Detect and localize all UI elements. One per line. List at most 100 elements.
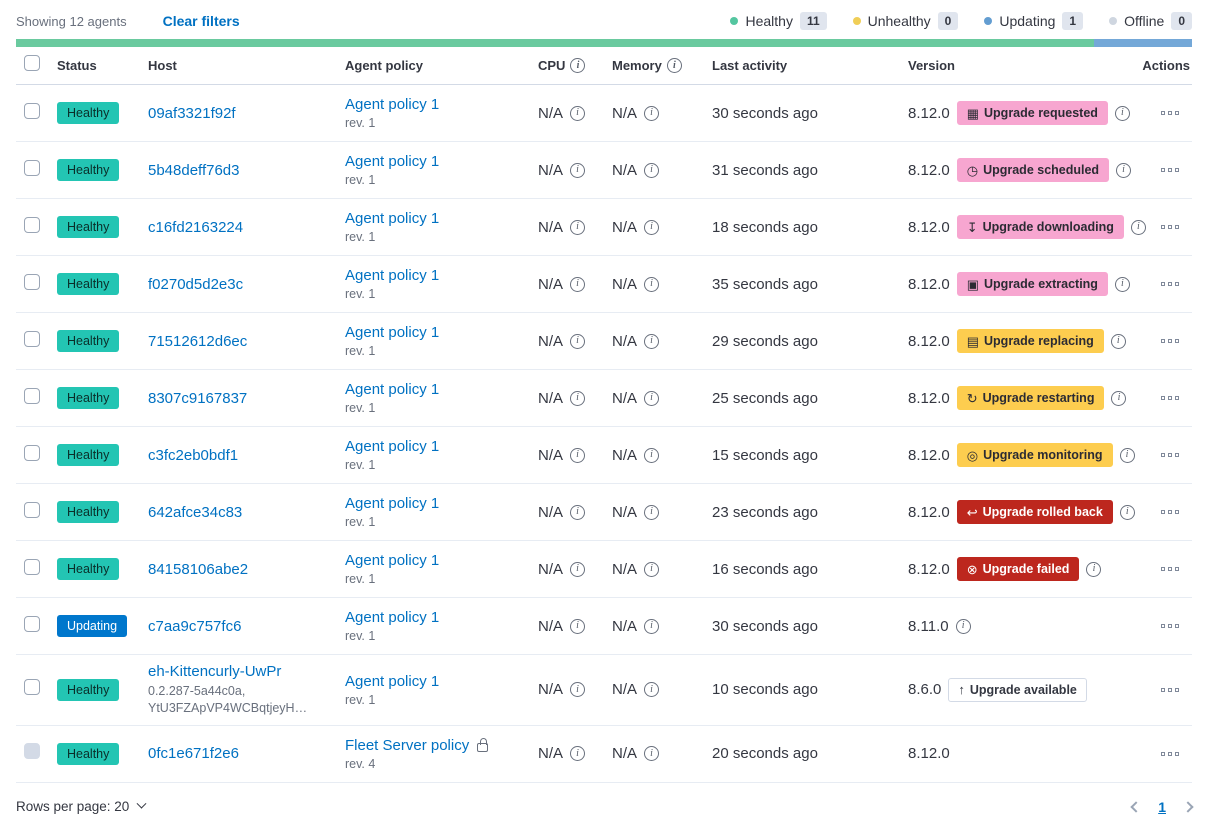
host-link[interactable]: 8307c9167837: [148, 389, 248, 407]
cpu-value-info-icon[interactable]: i: [570, 276, 586, 292]
upgrade-badge-label: Upgrade downloading: [982, 220, 1114, 234]
agent-policy-link[interactable]: Agent policy 1: [345, 267, 440, 284]
upgrade-info-icon[interactable]: i: [1110, 333, 1126, 349]
memory-info-icon[interactable]: i: [666, 58, 682, 73]
agent-policy-link[interactable]: Agent policy 1: [345, 153, 440, 170]
cpu-value: N/A: [538, 617, 564, 635]
row-actions-button[interactable]: [1157, 164, 1184, 177]
cpu-info-icon[interactable]: i: [570, 58, 586, 73]
agent-policy-link[interactable]: Fleet Server policy: [345, 736, 470, 754]
column-header-cpu: CPU i: [538, 58, 612, 73]
row-checkbox[interactable]: [24, 102, 40, 119]
upgrade-badge-label: Upgrade replacing: [984, 334, 1094, 348]
cpu-value-info-icon[interactable]: i: [570, 333, 586, 349]
column-header-host: Host: [148, 58, 177, 73]
cpu-value-info-icon[interactable]: i: [570, 162, 586, 178]
version-value: 8.12.0: [908, 389, 950, 407]
agent-policy-link[interactable]: Agent policy 1: [345, 552, 440, 569]
row-checkbox[interactable]: [24, 159, 40, 176]
memory-value-info-icon[interactable]: i: [644, 105, 660, 121]
memory-value-info-icon[interactable]: i: [644, 447, 660, 463]
agent-policy-link[interactable]: Agent policy 1: [345, 210, 440, 227]
cpu-value: N/A: [538, 560, 564, 578]
row-actions-button[interactable]: [1157, 748, 1184, 761]
row-actions-button[interactable]: [1157, 335, 1184, 348]
host-link[interactable]: c7aa9c757fc6: [148, 617, 242, 635]
memory-value-info-icon[interactable]: i: [644, 746, 660, 762]
agent-policy-link[interactable]: Agent policy 1: [345, 438, 440, 455]
upgrade-info-icon[interactable]: i: [1116, 162, 1132, 178]
host-link[interactable]: 0fc1e671f2e6: [148, 745, 239, 763]
host-link[interactable]: c16fd2163224: [148, 218, 244, 236]
host-link[interactable]: 642afce34c83: [148, 503, 243, 521]
row-checkbox[interactable]: [24, 615, 40, 632]
memory-value-info-icon[interactable]: i: [644, 390, 660, 406]
agent-policy-link[interactable]: Agent policy 1: [345, 381, 440, 398]
memory-value-info-icon[interactable]: i: [644, 276, 660, 292]
upgrade-info-icon[interactable]: i: [1130, 219, 1146, 235]
host-link[interactable]: c3fc2eb0bdf1: [148, 446, 239, 464]
row-checkbox[interactable]: [24, 387, 40, 404]
memory-value-info-icon[interactable]: i: [644, 618, 660, 634]
row-actions-button[interactable]: [1157, 684, 1184, 697]
agent-policy-link[interactable]: Agent policy 1: [345, 495, 440, 512]
row-checkbox[interactable]: [24, 501, 40, 518]
select-all-checkbox[interactable]: [24, 55, 40, 71]
upgrade-info-icon[interactable]: i: [1119, 504, 1135, 520]
row-checkbox[interactable]: [24, 558, 40, 575]
cpu-value-info-icon[interactable]: i: [570, 504, 586, 520]
host-link[interactable]: 09af3321f92f: [148, 104, 236, 122]
host-link[interactable]: 5b48deff76d3: [148, 161, 240, 179]
host-link[interactable]: f0270d5d2e3c: [148, 275, 244, 293]
row-checkbox[interactable]: [24, 444, 40, 461]
row-actions-button[interactable]: [1157, 392, 1184, 405]
agent-policy-link[interactable]: Agent policy 1: [345, 609, 440, 626]
memory-value-info-icon[interactable]: i: [644, 333, 660, 349]
upgrade-info-icon[interactable]: i: [955, 618, 971, 634]
cpu-value-info-icon[interactable]: i: [570, 219, 586, 235]
host-link[interactable]: 84158106abe2: [148, 560, 249, 578]
agent-policy-link[interactable]: Agent policy 1: [345, 324, 440, 341]
memory-value-info-icon[interactable]: i: [644, 219, 660, 235]
row-checkbox[interactable]: [24, 273, 40, 290]
memory-value-info-icon[interactable]: i: [644, 162, 660, 178]
row-actions-button[interactable]: [1157, 278, 1184, 291]
row-checkbox[interactable]: [24, 679, 40, 696]
upgrade-info-icon[interactable]: i: [1114, 105, 1130, 121]
cpu-value-info-icon[interactable]: i: [570, 447, 586, 463]
row-actions-button[interactable]: [1157, 563, 1184, 576]
rows-per-page-control[interactable]: Rows per page: 20: [16, 798, 147, 814]
cpu-value: N/A: [538, 275, 564, 293]
agent-policy-link[interactable]: Agent policy 1: [345, 672, 440, 690]
cpu-value-info-icon[interactable]: i: [570, 561, 586, 577]
previous-page-icon[interactable]: [1130, 801, 1142, 813]
row-actions-button[interactable]: [1157, 506, 1184, 519]
cpu-value-info-icon[interactable]: i: [570, 682, 586, 698]
row-actions-button[interactable]: [1157, 620, 1184, 633]
memory-value-info-icon[interactable]: i: [644, 561, 660, 577]
upgrade-info-icon[interactable]: i: [1114, 276, 1130, 292]
agent-policy-link[interactable]: Agent policy 1: [345, 96, 440, 113]
row-actions-button[interactable]: [1157, 449, 1184, 462]
clear-filters-link[interactable]: Clear filters: [162, 13, 240, 29]
host-subtext: 0.2.287-5a44c0a, YtU3FZApVP4WCBqtjeyH…: [148, 684, 308, 715]
row-checkbox[interactable]: [24, 216, 40, 233]
memory-value-info-icon[interactable]: i: [644, 504, 660, 520]
row-actions-button[interactable]: [1157, 221, 1184, 234]
cpu-value-info-icon[interactable]: i: [570, 746, 586, 762]
memory-value-info-icon[interactable]: i: [644, 682, 660, 698]
policy-revision: rev. 4: [345, 756, 376, 771]
host-link[interactable]: eh-Kittencurly-UwPr: [148, 663, 282, 680]
cpu-value-info-icon[interactable]: i: [570, 390, 586, 406]
cpu-value-info-icon[interactable]: i: [570, 105, 586, 121]
host-link[interactable]: 71512612d6ec: [148, 332, 248, 350]
upgrade-info-icon[interactable]: i: [1111, 390, 1127, 406]
page-number-1[interactable]: 1: [1158, 798, 1166, 815]
next-page-icon[interactable]: [1182, 801, 1194, 813]
row-actions-button[interactable]: [1157, 107, 1184, 120]
status-badge: Healthy: [57, 501, 120, 523]
cpu-value-info-icon[interactable]: i: [570, 618, 586, 634]
row-checkbox[interactable]: [24, 330, 40, 347]
upgrade-info-icon[interactable]: i: [1086, 561, 1102, 577]
upgrade-info-icon[interactable]: i: [1119, 447, 1135, 463]
